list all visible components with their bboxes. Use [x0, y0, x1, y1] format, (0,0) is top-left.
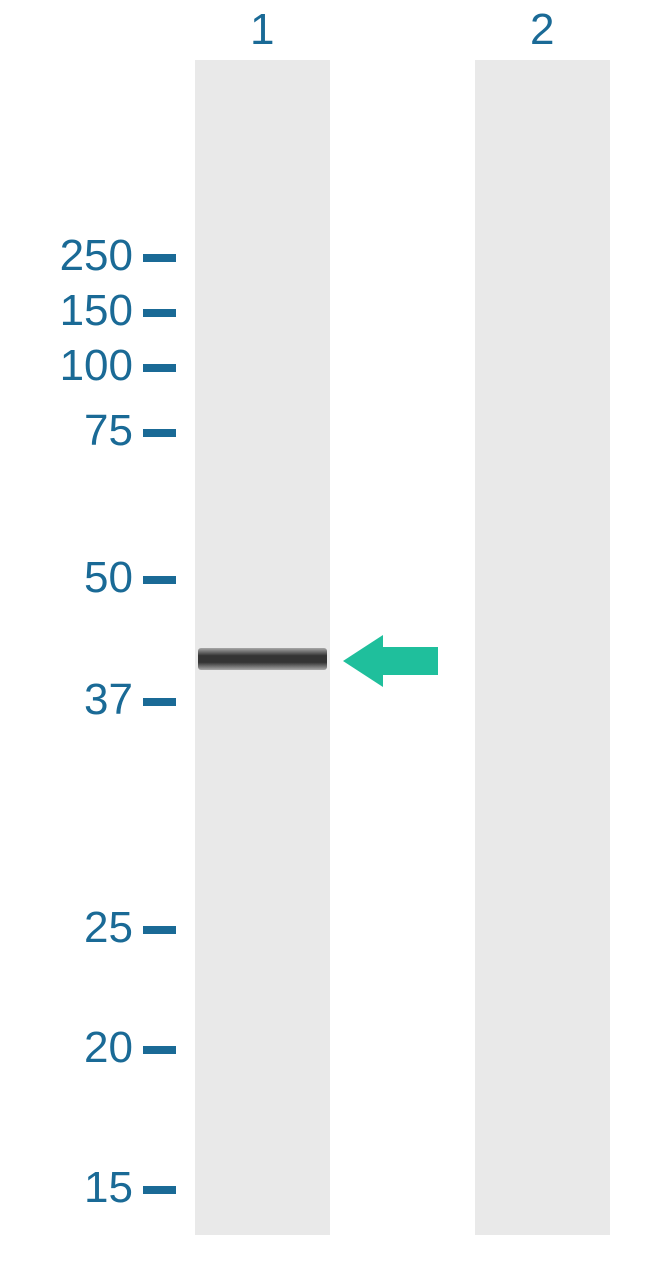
mw-dash-37	[143, 698, 176, 706]
mw-dash-100	[143, 364, 176, 372]
mw-label-100: 100	[0, 341, 133, 391]
lane-header-2: 2	[530, 5, 554, 55]
lane-header-1: 1	[250, 5, 274, 55]
mw-label-150: 150	[0, 286, 133, 336]
mw-dash-15	[143, 1186, 176, 1194]
mw-dash-25	[143, 926, 176, 934]
mw-dash-75	[143, 429, 176, 437]
mw-dash-150	[143, 309, 176, 317]
mw-label-250: 250	[0, 231, 133, 281]
mw-label-15: 15	[0, 1163, 133, 1213]
mw-dash-20	[143, 1046, 176, 1054]
blot-container: 1 2 250150100 75 50 37 25 20 15	[0, 0, 650, 1270]
lane-2	[475, 60, 610, 1235]
mw-label-50: 50	[0, 553, 133, 603]
band-lane1-0	[198, 648, 327, 670]
mw-dash-50	[143, 576, 176, 584]
mw-dash-250	[143, 254, 176, 262]
band-indicator-arrow	[343, 635, 438, 687]
mw-label-20: 20	[0, 1023, 133, 1073]
mw-label-75: 75	[0, 406, 133, 456]
mw-label-25: 25	[0, 903, 133, 953]
mw-label-37: 37	[0, 675, 133, 725]
